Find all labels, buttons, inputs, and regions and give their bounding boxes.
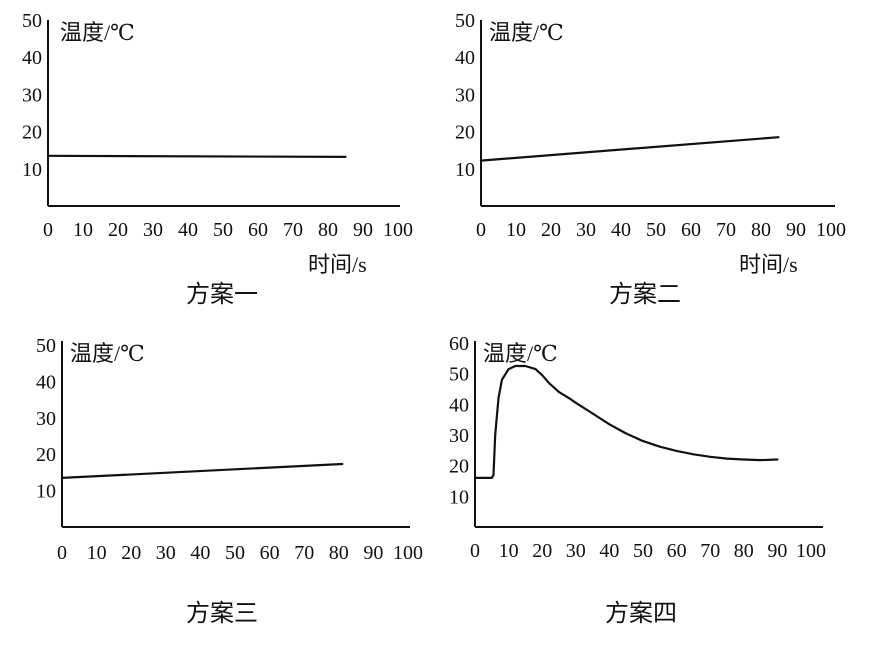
x-axis-label: 时间/s: [739, 252, 798, 277]
x-tick-label: 50: [225, 542, 245, 564]
y-tick-label: 20: [449, 456, 469, 478]
series-line: [473, 364, 779, 479]
x-tick-label: 70: [700, 540, 720, 562]
x-tick-label: 100: [816, 219, 846, 241]
y-tick-label: 30: [449, 425, 469, 447]
x-tick-label: 10: [506, 219, 526, 241]
chart-caption: 方案三: [186, 600, 258, 627]
chart-caption: 方案二: [609, 281, 681, 308]
x-tick-label: 0: [43, 219, 53, 241]
y-tick-label: 40: [36, 371, 56, 393]
x-tick-label: 20: [532, 540, 552, 562]
x-tick-label: 60: [248, 219, 268, 241]
x-tick-label: 0: [476, 219, 486, 241]
chart-panel-4: 10 20 30 40 50 60 0 10 20 30 40 50 60 70 80 90 100 温度/℃…: [437, 321, 874, 642]
x-tick-label: 0: [470, 540, 480, 562]
y-tick-label: 60: [449, 333, 469, 355]
x-tick-label: 80: [318, 219, 338, 241]
chart-panel-2: 10 20 30 40 50 0 10 20 30 40 50 60 70 80 90 100 温度/℃ 时…: [437, 0, 874, 321]
chart-caption: 方案一: [186, 281, 258, 308]
x-tick-label: 90: [786, 219, 806, 241]
y-axis-label: 温度/℃: [483, 341, 558, 366]
x-tick-labels: 0 10 20 30 40 50 60 70 80 90 100: [43, 219, 413, 241]
chart-panel-1: 10 20 30 40 50 0 10 20 30 40 50 60 70 80 90 100 温度/℃ 时…: [0, 0, 437, 321]
x-tick-label: 40: [599, 540, 619, 562]
y-tick-label: 50: [449, 364, 469, 386]
x-tick-label: 60: [260, 542, 280, 564]
x-tick-label: 100: [383, 219, 413, 241]
x-tick-label: 90: [767, 540, 787, 562]
y-tick-label: 10: [36, 481, 56, 503]
x-tick-label: 60: [667, 540, 687, 562]
x-tick-label: 0: [57, 542, 67, 564]
chart-4-svg: 10 20 30 40 50 60 0 10 20 30 40 50 60 70 80 90 100 温度/℃…: [449, 333, 826, 627]
y-tick-labels: 10 20 30 40 50: [36, 335, 56, 503]
series-lines: [473, 364, 779, 479]
x-tick-label: 70: [716, 219, 736, 241]
y-tick-label: 30: [22, 84, 42, 106]
chart-panel-3: 10 20 30 40 50 0 10 20 30 40 50 60 70 80 90 100 温度/℃ 方…: [0, 321, 437, 642]
x-tick-label: 60: [681, 219, 701, 241]
x-tick-label: 80: [329, 542, 349, 564]
x-tick-labels: 0 10 20 30 40 50 60 70 80 90 100: [470, 540, 826, 562]
chart-caption: 方案四: [605, 600, 677, 627]
series-line: [60, 462, 344, 479]
y-tick-labels: 10 20 30 40 50: [455, 10, 475, 181]
y-axis-label: 温度/℃: [489, 20, 564, 45]
y-tick-label: 50: [36, 335, 56, 357]
chart-2-svg: 10 20 30 40 50 0 10 20 30 40 50 60 70 80 90 100 温度/℃ 时…: [455, 10, 846, 308]
y-tick-label: 10: [449, 486, 469, 508]
x-tick-label: 50: [646, 219, 666, 241]
x-tick-label: 10: [87, 542, 107, 564]
series-lines: [46, 154, 347, 158]
x-tick-label: 80: [751, 219, 771, 241]
x-tick-label: 100: [796, 540, 826, 562]
y-tick-label: 20: [22, 122, 42, 144]
y-tick-labels: 10 20 30 40 50 60: [449, 333, 469, 508]
y-tick-label: 30: [36, 408, 56, 430]
y-tick-label: 20: [455, 122, 475, 144]
y-tick-labels: 10 20 30 40 50: [22, 10, 42, 181]
x-tick-labels: 0 10 20 30 40 50 60 70 80 90 100: [57, 542, 423, 564]
x-tick-label: 100: [393, 542, 423, 564]
x-tick-label: 30: [566, 540, 586, 562]
x-tick-label: 70: [283, 219, 303, 241]
y-tick-label: 10: [455, 159, 475, 181]
y-axis-label: 温度/℃: [60, 20, 135, 45]
x-tick-label: 40: [611, 219, 631, 241]
y-tick-label: 20: [36, 444, 56, 466]
x-tick-label: 20: [108, 219, 128, 241]
series-line: [46, 154, 347, 158]
y-tick-label: 40: [22, 47, 42, 69]
x-tick-label: 40: [190, 542, 210, 564]
x-tick-labels: 0 10 20 30 40 50 60 70 80 90 100: [476, 219, 846, 241]
x-tick-label: 50: [633, 540, 653, 562]
y-tick-label: 10: [22, 159, 42, 181]
x-tick-label: 30: [576, 219, 596, 241]
series-line: [479, 136, 780, 162]
x-tick-label: 40: [178, 219, 198, 241]
x-tick-label: 90: [353, 219, 373, 241]
y-tick-label: 50: [22, 10, 42, 32]
x-tick-label: 20: [121, 542, 141, 564]
chart-3-svg: 10 20 30 40 50 0 10 20 30 40 50 60 70 80 90 100 温度/℃ 方…: [36, 335, 423, 627]
x-tick-label: 70: [294, 542, 314, 564]
y-tick-label: 40: [449, 394, 469, 416]
x-tick-label: 90: [363, 542, 383, 564]
x-tick-label: 10: [499, 540, 519, 562]
x-tick-label: 50: [213, 219, 233, 241]
series-lines: [60, 462, 344, 479]
x-tick-label: 30: [156, 542, 176, 564]
x-tick-label: 30: [143, 219, 163, 241]
x-axis-label: 时间/s: [308, 252, 367, 277]
x-tick-label: 80: [734, 540, 754, 562]
series-lines: [479, 136, 780, 162]
x-tick-label: 20: [541, 219, 561, 241]
y-tick-label: 30: [455, 84, 475, 106]
y-tick-label: 50: [455, 10, 475, 32]
y-tick-label: 40: [455, 47, 475, 69]
y-axis-label: 温度/℃: [70, 341, 145, 366]
x-tick-label: 10: [73, 219, 93, 241]
chart-1-svg: 10 20 30 40 50 0 10 20 30 40 50 60 70 80 90 100 温度/℃ 时…: [22, 10, 413, 308]
